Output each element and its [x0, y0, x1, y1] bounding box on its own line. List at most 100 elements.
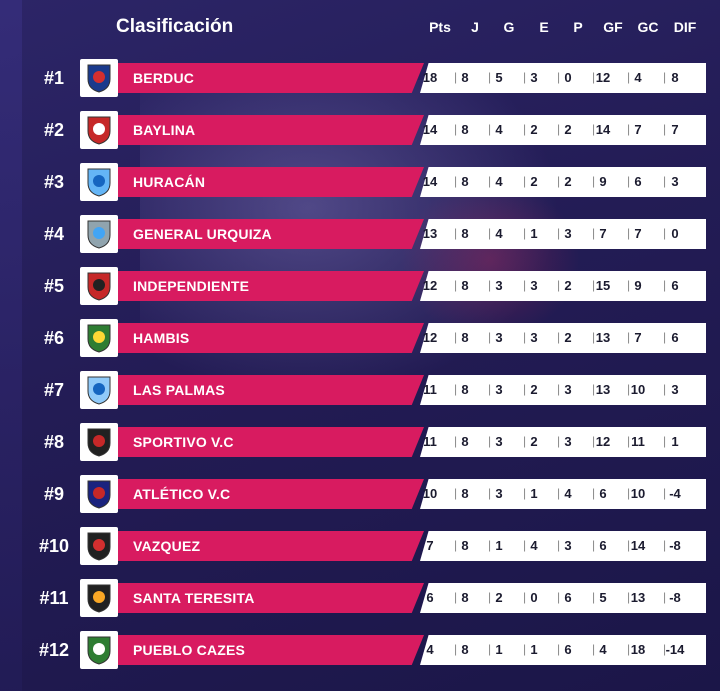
- stat-gc: 10: [630, 486, 646, 501]
- independiente-crest-icon: [80, 267, 118, 305]
- table-row[interactable]: #11 SANTA TERESITA 6 8 2 0 6 5 13 -8 | | | | | | |: [0, 576, 720, 628]
- column-header-dif: DIF: [673, 19, 697, 35]
- stat-separator: |: [523, 590, 527, 604]
- stat-separator: |: [663, 174, 667, 188]
- stat-j: 8: [461, 382, 469, 397]
- stat-pts: 11: [423, 382, 437, 397]
- team-name-bar: LAS PALMAS: [118, 375, 424, 405]
- rank-label: #3: [43, 172, 65, 192]
- column-header-j: J: [471, 19, 479, 35]
- stat-dif: -8: [669, 538, 681, 553]
- stat-dif: 6: [671, 330, 679, 345]
- stat-separator: |: [523, 278, 527, 292]
- stat-separator: |: [557, 434, 561, 448]
- table-row[interactable]: #8 SPORTIVO V.C 11 8 3 2 3 12 11 1 | | | | | | |: [0, 420, 720, 472]
- team-name-bar: PUEBLO CAZES: [118, 635, 424, 665]
- stat-gc: 9: [634, 278, 642, 293]
- stat-j: 8: [461, 642, 469, 657]
- stat-pts: 14: [422, 174, 438, 189]
- stat-separator: |: [488, 590, 492, 604]
- table-row[interactable]: #5 INDEPENDIENTE 12 8 3 3 2 15 9 6 | | | | | | |: [0, 264, 720, 316]
- stat-e: 1: [530, 486, 538, 501]
- stat-gc: 11: [631, 434, 645, 449]
- team-name: BERDUC: [133, 70, 195, 86]
- stat-g: 4: [495, 122, 503, 137]
- team-name-bar: BERDUC: [118, 63, 424, 93]
- table-row[interactable]: #12 PUEBLO CAZES 4 8 1 1 6 4 18 -14 | | | | | | |: [0, 628, 720, 680]
- stat-separator: |: [592, 590, 596, 604]
- huracan-crest-icon: [80, 163, 118, 201]
- stat-separator: |: [592, 278, 596, 292]
- table-row[interactable]: #9 ATLÉTICO V.C 10 8 3 1 4 6 10 -4 | | | | | | |: [0, 472, 720, 524]
- stat-separator: |: [488, 174, 492, 188]
- stat-gf: 14: [595, 122, 611, 137]
- table-row[interactable]: #6 HAMBIS 12 8 3 3 2 13 7 6 | | | | | | |: [0, 316, 720, 368]
- stats-bar: [420, 63, 706, 93]
- stat-separator: |: [557, 382, 561, 396]
- table-row[interactable]: #1 BERDUC 18 8 5 3 0 12 4 8 | | | | | | |: [0, 56, 720, 108]
- stat-gf: 15: [595, 278, 611, 293]
- stat-e: 1: [530, 226, 538, 241]
- team-name-bar: VAZQUEZ: [118, 531, 424, 561]
- stat-p: 3: [564, 382, 572, 397]
- stat-g: 5: [495, 70, 503, 85]
- stat-pts: 7: [426, 538, 434, 553]
- stat-separator: |: [488, 538, 492, 552]
- stat-gf: 7: [599, 226, 607, 241]
- stat-separator: |: [523, 486, 527, 500]
- stat-g: 3: [495, 486, 503, 501]
- sportivo-vc-crest-icon: [80, 423, 118, 461]
- stat-pts: 10: [422, 486, 438, 501]
- stat-gc: 7: [634, 330, 642, 345]
- stat-separator: |: [627, 590, 631, 604]
- table-row[interactable]: #3 HURACÁN 14 8 4 2 2 9 6 3 | | | | | | |: [0, 160, 720, 212]
- stat-separator: |: [523, 382, 527, 396]
- stat-separator: |: [627, 226, 631, 240]
- stat-separator: |: [557, 122, 561, 136]
- stat-separator: |: [592, 330, 596, 344]
- table-row[interactable]: #10 VAZQUEZ 7 8 1 4 3 6 14 -8 | | | | | | |: [0, 524, 720, 576]
- stat-separator: |: [488, 642, 492, 656]
- rank-label: #1: [43, 68, 65, 88]
- column-header-g: G: [503, 19, 515, 35]
- stat-separator: |: [557, 70, 561, 84]
- stat-separator: |: [557, 174, 561, 188]
- table-row[interactable]: #7 LAS PALMAS 11 8 3 2 3 13 10 3 | | | | | | |: [0, 368, 720, 420]
- stat-g: 2: [495, 590, 503, 605]
- table-row[interactable]: #4 GENERAL URQUIZA 13 8 4 1 3 7 7 0 | | | | | | |: [0, 212, 720, 264]
- stat-gc: 13: [630, 590, 646, 605]
- stat-separator: |: [454, 486, 458, 500]
- stat-g: 1: [495, 538, 503, 553]
- stat-separator: |: [557, 642, 561, 656]
- stat-separator: |: [627, 122, 631, 136]
- stat-separator: |: [454, 434, 458, 448]
- stat-separator: |: [663, 330, 667, 344]
- stat-gf: 9: [599, 174, 607, 189]
- table-row[interactable]: #2 BAYLINA 14 8 4 2 2 14 7 7 | | | | | | |: [0, 108, 720, 160]
- team-name: LAS PALMAS: [133, 382, 225, 398]
- stat-separator: |: [454, 538, 458, 552]
- rank-label: #6: [43, 328, 65, 348]
- stat-g: 4: [495, 226, 503, 241]
- team-name: BAYLINA: [133, 122, 196, 138]
- stat-separator: |: [454, 122, 458, 136]
- stat-separator: |: [488, 278, 492, 292]
- stat-separator: |: [523, 226, 527, 240]
- stat-gf: 13: [595, 330, 611, 345]
- stats-bar: [420, 375, 706, 405]
- stat-j: 8: [461, 538, 469, 553]
- stat-p: 3: [564, 434, 572, 449]
- stat-separator: |: [663, 70, 667, 84]
- stat-e: 2: [530, 174, 538, 189]
- rank-label: #2: [43, 120, 65, 140]
- team-name-bar: INDEPENDIENTE: [118, 271, 424, 301]
- stat-j: 8: [461, 486, 469, 501]
- stat-separator: |: [557, 538, 561, 552]
- stat-separator: |: [592, 382, 596, 396]
- stat-p: 6: [564, 642, 572, 657]
- team-name: HAMBIS: [133, 330, 190, 346]
- stat-e: 0: [530, 590, 538, 605]
- stat-separator: |: [663, 538, 667, 552]
- stat-separator: |: [592, 642, 596, 656]
- stat-g: 3: [495, 434, 503, 449]
